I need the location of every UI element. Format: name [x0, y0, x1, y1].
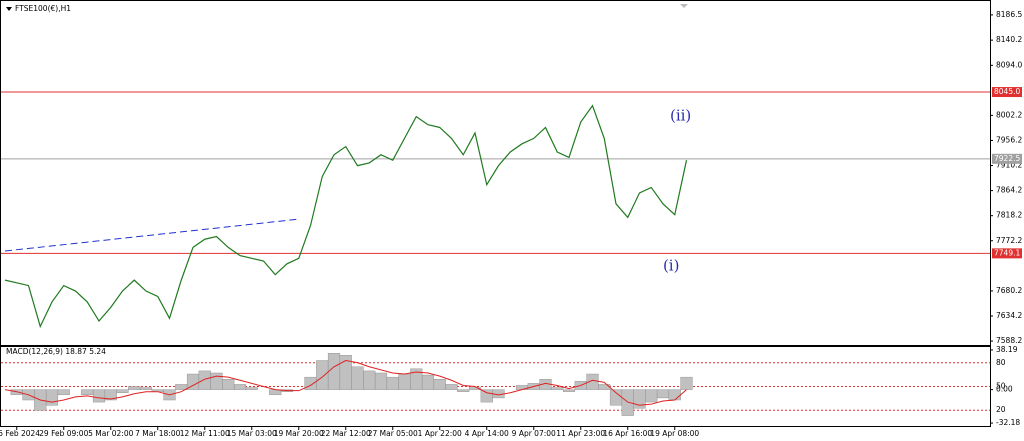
- macd-bar: [562, 389, 576, 392]
- macd-bar: [421, 374, 435, 390]
- wave-label: (i): [663, 256, 680, 274]
- level-label: 7922.5: [994, 154, 1020, 163]
- x-tick-label: 11 Apr 23:00: [556, 429, 605, 438]
- y-tick-label: 8186.5: [996, 10, 1022, 19]
- macd-bar: [92, 389, 106, 403]
- macd-bar: [609, 389, 623, 406]
- macd-bar: [656, 389, 670, 399]
- y-tick-label: 7634.2: [996, 311, 1022, 320]
- x-tick-label: 19 Mar 20:00: [274, 429, 324, 438]
- main-frame: [0, 0, 991, 346]
- x-tick-label: 26 Feb 2024: [0, 429, 40, 438]
- level-label: 80: [996, 358, 1006, 367]
- x-tick-label: 16 Apr 16:00: [603, 429, 652, 438]
- y-tick-label: -32.18: [996, 418, 1020, 427]
- macd-bar: [233, 384, 247, 390]
- menu-arrow: [6, 7, 12, 11]
- macd-bar: [468, 387, 482, 390]
- macd-bar: [363, 370, 376, 390]
- macd-frame: [0, 346, 991, 427]
- macd-bar: [139, 387, 153, 390]
- macd-bar: [598, 384, 611, 390]
- x-tick-label: 27 Mar 05:00: [368, 429, 418, 438]
- level-box: [992, 248, 1022, 259]
- x-tick-label: 7 Mar 18:00: [135, 429, 181, 438]
- price-line: [4, 104, 688, 329]
- y-tick-label: 7864.2: [996, 186, 1022, 195]
- macd-bar: [586, 373, 599, 390]
- macd-bar: [480, 389, 493, 403]
- macd-bar: [245, 387, 258, 390]
- macd-bar: [327, 353, 341, 390]
- level-box: [992, 87, 1022, 98]
- y-tick-label: 38.19: [996, 345, 1018, 354]
- macd-bar: [198, 370, 211, 390]
- macd-bar: [668, 389, 681, 401]
- macd-bar: [116, 389, 129, 393]
- macd-bar: [175, 384, 188, 390]
- macd-bar: [57, 389, 70, 396]
- y-tick-label: 7680.2: [996, 286, 1022, 295]
- level-box: [992, 153, 1022, 164]
- chart-title: FTSE100(€),H1: [15, 4, 71, 13]
- x-tick-label: 9 Apr 07:00: [512, 429, 556, 438]
- level-label: 20: [996, 405, 1006, 414]
- macd-bar: [210, 372, 223, 390]
- x-tick-label: 5 Mar 02:00: [88, 429, 134, 438]
- level-label: 8045.0: [994, 87, 1020, 96]
- level-label: 7749.1: [994, 248, 1020, 257]
- x-tick-label: 22 Mar 12:00: [321, 429, 371, 438]
- trend-line: [4, 218, 301, 252]
- macd-bar: [222, 379, 235, 390]
- macd-bar: [386, 376, 399, 390]
- y-tick-label: 7772.2: [996, 236, 1022, 245]
- y-tick-label: 7818.2: [996, 211, 1022, 220]
- signal-line: [4, 359, 687, 406]
- macd-bar: [128, 386, 141, 390]
- macd-bar: [445, 384, 458, 390]
- x-tick-label: 12 Mar 11:00: [180, 429, 230, 438]
- x-tick-label: 4 Apr 14:00: [465, 429, 509, 438]
- macd-bar: [621, 389, 634, 416]
- wave-label: (ii): [670, 107, 691, 125]
- macd-bar: [10, 389, 23, 396]
- y-tick-label: 7956.2: [996, 135, 1022, 144]
- macd-bar: [645, 389, 658, 403]
- y-tick-label: 8002.2: [996, 110, 1022, 119]
- y-tick-label: 7588.2: [996, 336, 1022, 345]
- macd-bar: [316, 360, 329, 390]
- y-tick-label: 8140.2: [996, 35, 1022, 44]
- macd-bar: [351, 366, 364, 390]
- macd-bar: [551, 387, 564, 390]
- y-tick-label: 0.00: [996, 385, 1013, 394]
- y-tick-label: 8094.0: [996, 60, 1022, 69]
- x-tick-label: 15 Mar 03:00: [227, 429, 277, 438]
- x-tick-label: 29 Feb 09:00: [39, 429, 88, 438]
- level-label: 50: [996, 382, 1006, 391]
- x-tick-label: 1 Apr 22:00: [418, 429, 462, 438]
- macd-bar: [680, 376, 693, 390]
- macd-bar: [81, 389, 94, 396]
- scroll-marker: [680, 4, 688, 8]
- macd-bar: [374, 372, 388, 390]
- macd-title: MACD(12,26,9) 18.87 5.24: [6, 347, 106, 356]
- macd-bar: [45, 389, 59, 406]
- macd-bar: [433, 379, 446, 390]
- macd-bar: [457, 389, 470, 392]
- macd-bar: [104, 389, 117, 401]
- x-tick-label: 19 Apr 08:00: [650, 429, 699, 438]
- macd-bar: [398, 373, 411, 390]
- y-tick-label: 7910.2: [996, 161, 1022, 170]
